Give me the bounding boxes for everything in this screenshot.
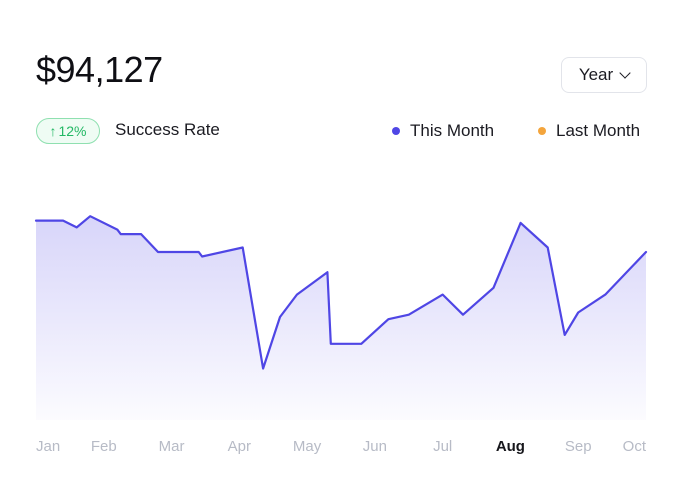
x-tick-label: Apr xyxy=(228,438,251,455)
period-dropdown[interactable]: Year xyxy=(561,57,647,93)
x-tick-label: Feb xyxy=(91,438,117,455)
change-badge: ↑ 12% xyxy=(36,118,100,144)
legend-label-last-month: Last Month xyxy=(556,121,641,140)
x-tick-label: Oct xyxy=(623,438,647,455)
x-tick-label: Jan xyxy=(36,438,60,455)
x-tick-label: Aug xyxy=(496,438,525,455)
x-tick-label: Mar xyxy=(159,438,185,455)
x-tick-label: Sep xyxy=(565,438,592,455)
x-tick-label: May xyxy=(293,438,322,455)
series-line-0 xyxy=(34,215,648,370)
change-value: 12% xyxy=(58,123,87,139)
period-dropdown-label: Year xyxy=(578,65,614,84)
legend-dot-this-month xyxy=(392,127,400,135)
arrow-up-icon: ↑ xyxy=(49,123,57,139)
legend-label-this-month: This Month xyxy=(410,121,495,140)
x-tick-label: Jun xyxy=(363,438,387,455)
legend-item-last-month[interactable]: Last Month xyxy=(538,120,640,142)
legend-dot-last-month xyxy=(538,127,546,135)
success-rate-label: Success Rate xyxy=(115,120,220,139)
series-area-0 xyxy=(36,216,646,420)
legend-item-this-month[interactable]: This Month xyxy=(392,120,494,142)
x-tick-label: Jul xyxy=(433,438,452,455)
total-amount: $94,127 xyxy=(36,49,163,90)
